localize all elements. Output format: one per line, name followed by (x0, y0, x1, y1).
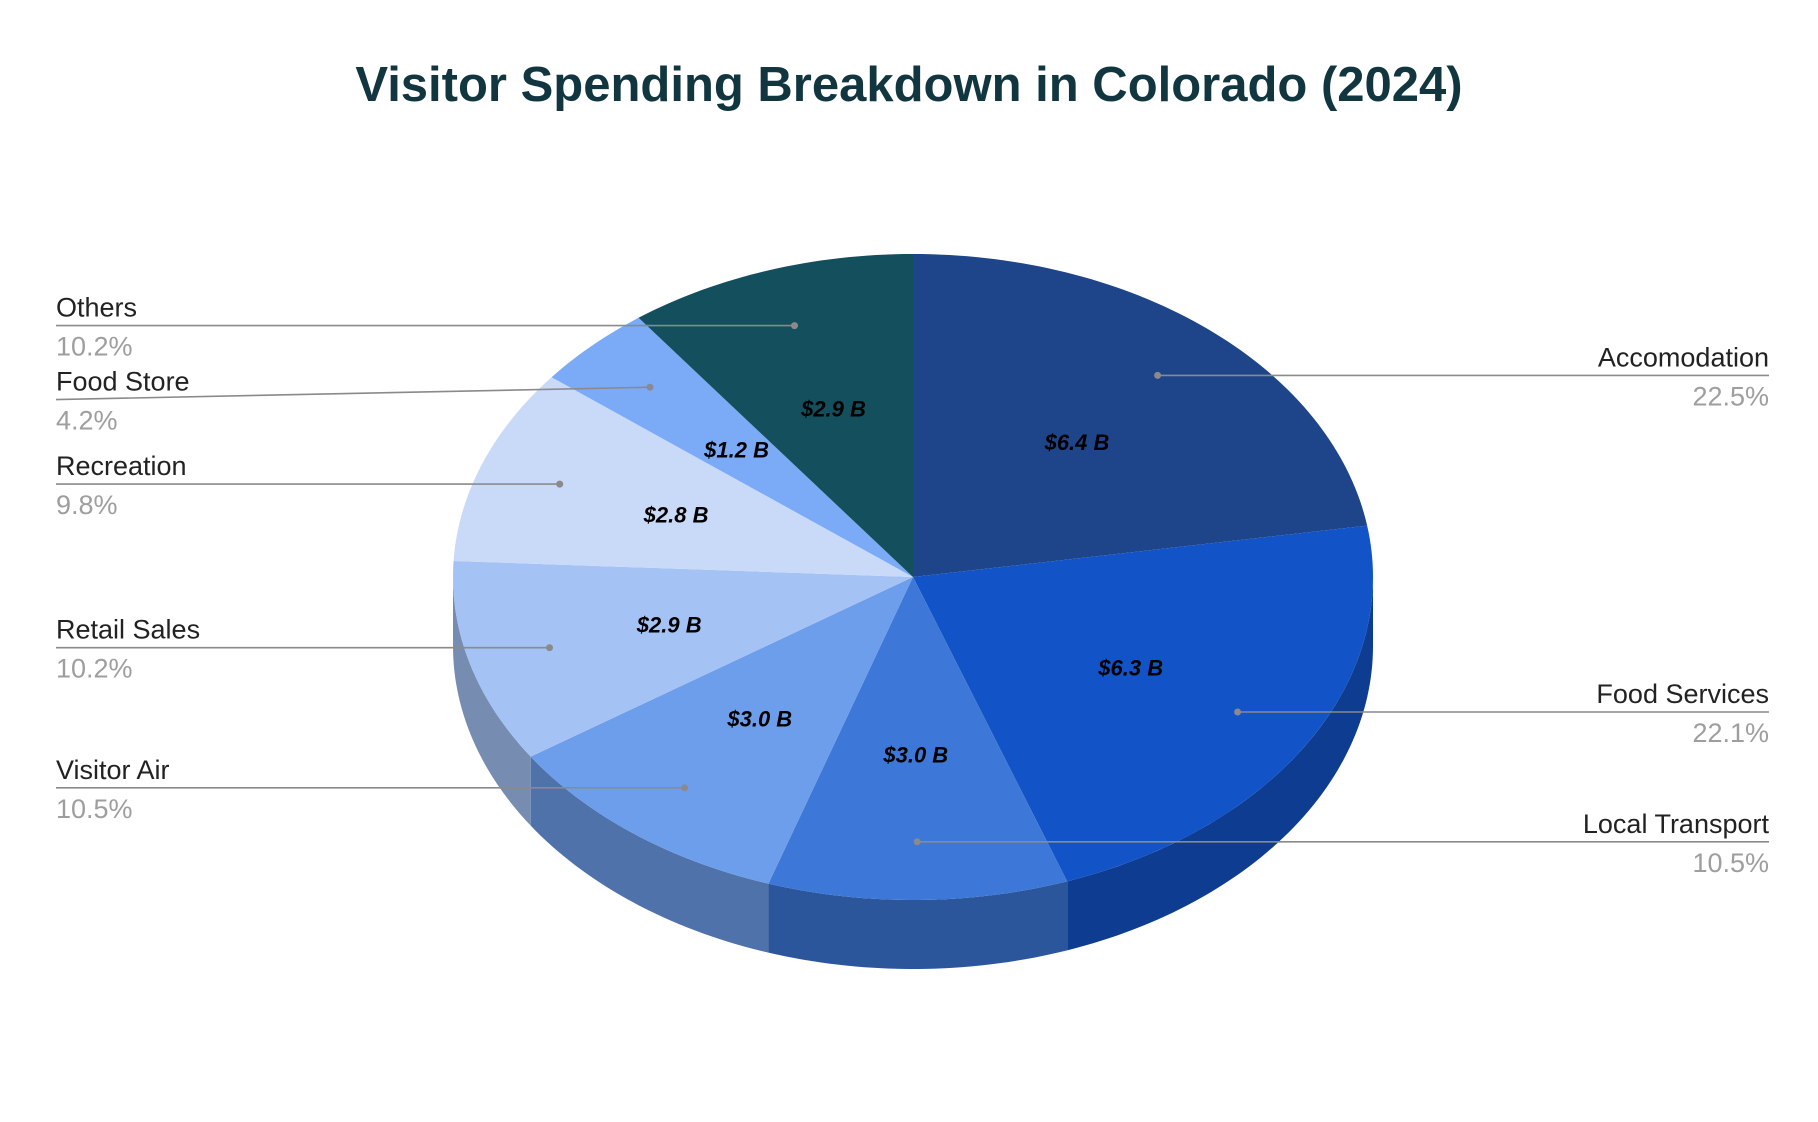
pie-slice-local-transport (768, 577, 1068, 900)
slice-value-label: $2.8 B (643, 503, 709, 528)
pie-slice-visitor-air (530, 577, 913, 884)
legend-name-local-transport: Local Transport (1583, 809, 1770, 839)
legend-name-others: Others (56, 293, 137, 323)
leader-dot (1154, 371, 1162, 379)
slice-value-label: $6.4 B (1044, 430, 1110, 455)
legend-percent-visitor-air: 10.5% (56, 794, 133, 824)
legend-name-food-store: Food Store (56, 367, 190, 397)
leader-line (55, 386, 651, 401)
leader-dot (913, 838, 921, 846)
legend-name-accomodation: Accomodation (1598, 342, 1769, 372)
legend-percent-local-transport: 10.5% (1692, 848, 1769, 878)
slice-value-label: $2.9 B (636, 612, 702, 637)
legend-name-retail-sales: Retail Sales (56, 615, 200, 645)
pie-slice-food-services (913, 525, 1373, 882)
side-wall-food-services (1067, 577, 1373, 951)
legend-name-visitor-air: Visitor Air (56, 755, 170, 785)
pie-slice-others (638, 254, 913, 577)
side-wall-visitor-air (530, 756, 769, 953)
slice-value-label: $3.0 B (882, 743, 948, 768)
pie-slice-accomodation (913, 254, 1368, 577)
chart-title: Visitor Spending Breakdown in Colorado (… (355, 58, 1462, 112)
slice-value-label: $3.0 B (726, 706, 792, 731)
side-wall-local-transport (768, 881, 1068, 969)
pie-slice-food-store (551, 317, 913, 577)
legend-percent-food-store: 4.2% (56, 406, 118, 436)
legend-name-food-services: Food Services (1596, 679, 1769, 709)
leader-dot (556, 480, 564, 488)
slice-value-label: $6.3 B (1097, 656, 1163, 681)
legend-percent-others: 10.2% (56, 332, 133, 362)
legend-labels: Others 10.2% Food Store 4.2% Recreation 9.8% R… (55, 293, 1770, 878)
slice-value-label: $1.2 B (703, 438, 769, 463)
leader-dot (681, 784, 689, 792)
pie-side-walls (453, 577, 1373, 969)
side-wall-retail-sales (453, 577, 531, 826)
leader-dot (646, 383, 654, 391)
legend-name-recreation: Recreation (56, 451, 187, 481)
slice-value-labels: $6.4 B $6.3 B $3.0 B $3.0 B $2.9 B $2.8 B $1.2… (636, 396, 1163, 767)
pie-slices (453, 254, 1373, 900)
pie-slice-recreation (453, 377, 913, 577)
leader-dot (546, 644, 553, 652)
pie-slice-retail-sales (453, 560, 913, 757)
legend-percent-recreation: 9.8% (56, 490, 118, 520)
legend-percent-retail-sales: 10.2% (56, 654, 133, 684)
leader-dot (1234, 708, 1242, 716)
legend-percent-food-services: 22.1% (1692, 718, 1769, 748)
legend-percent-accomodation: 22.5% (1692, 381, 1769, 411)
leader-dot (791, 322, 798, 330)
slice-value-label: $2.9 B (800, 396, 866, 421)
